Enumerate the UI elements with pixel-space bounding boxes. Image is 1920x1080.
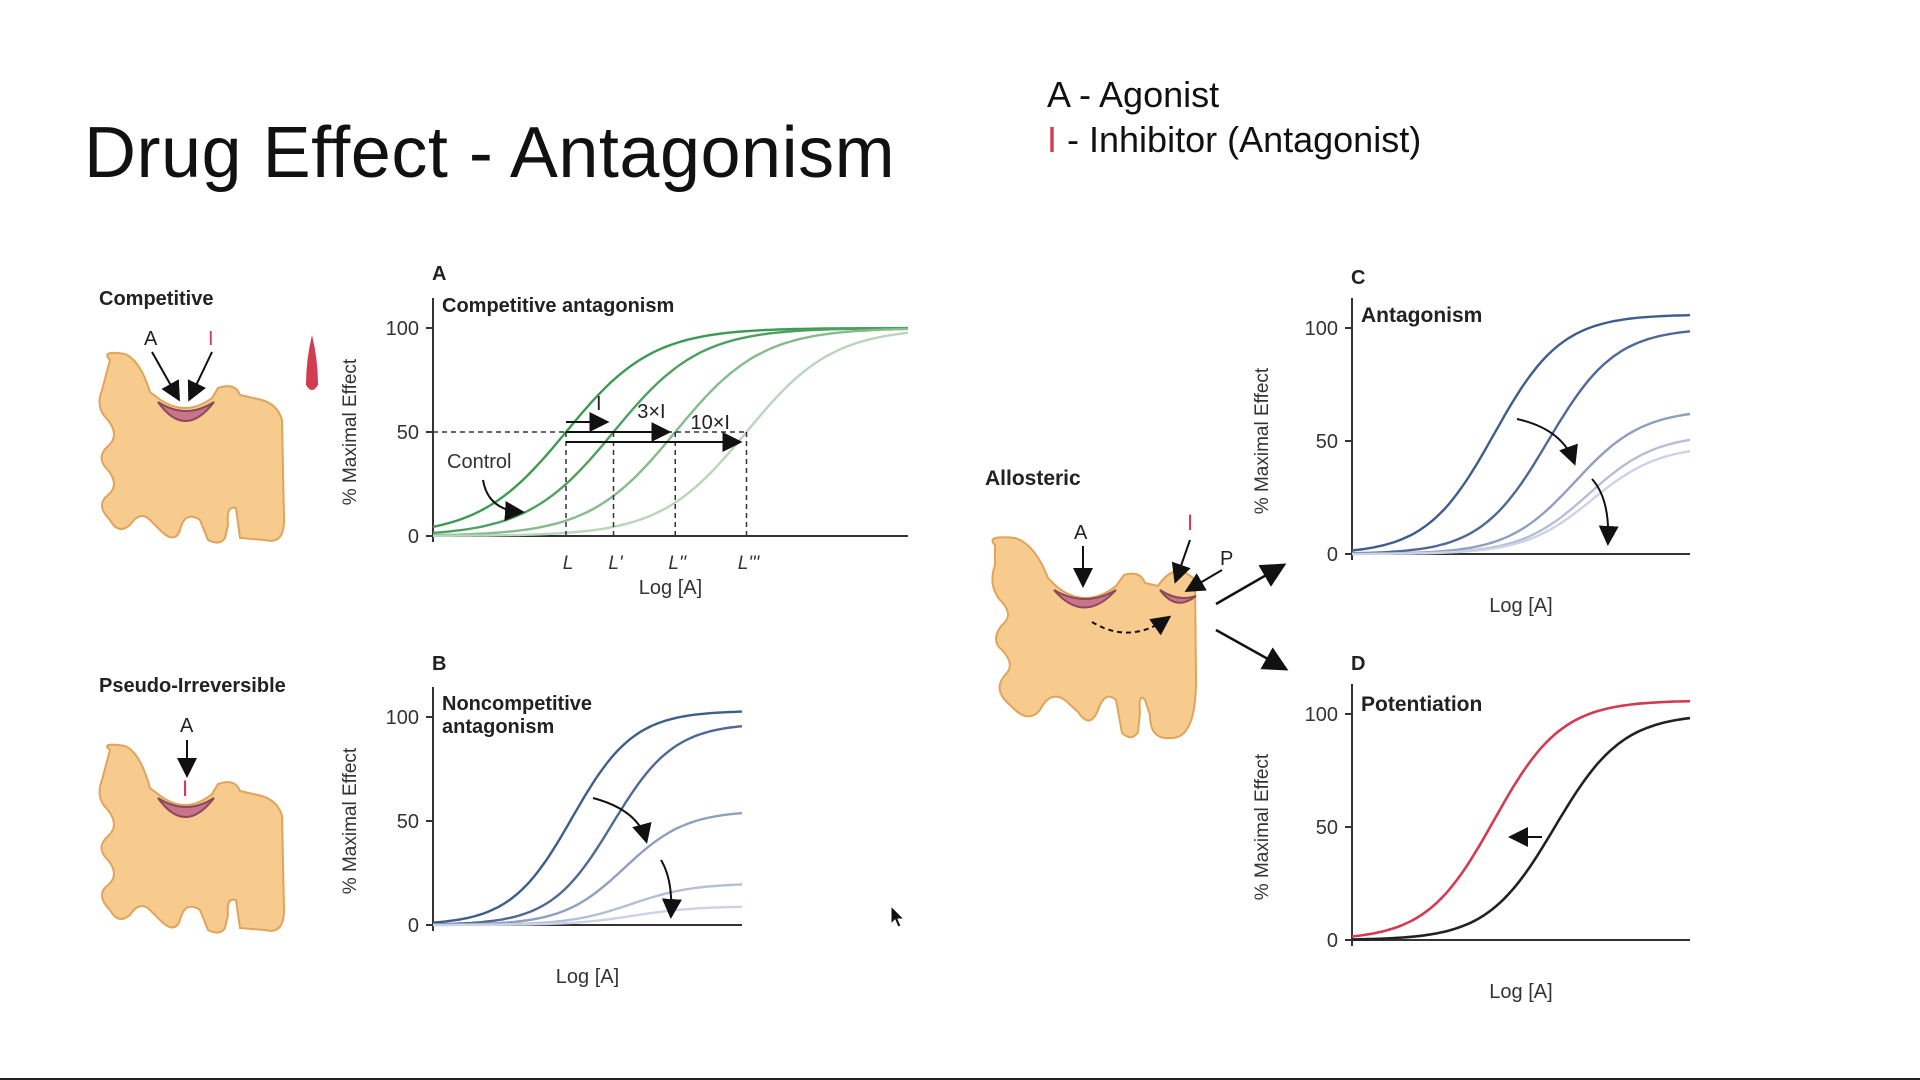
y-tick-label: 0 [408, 915, 419, 937]
dose-response-curve [433, 883, 743, 927]
x-tick-label: L' [608, 553, 624, 574]
y-axis-label: % Maximal Effect [340, 358, 361, 505]
mouse-cursor-icon [890, 905, 906, 928]
efficacy-drop-arrow-1 [592, 797, 652, 844]
allosteric-inhibitor-label: I [1187, 510, 1193, 535]
dose-response-curve [1351, 314, 1691, 552]
allosteric-receptor: Allosteric A I P [985, 467, 1289, 740]
chart-title: Antagonism [1361, 304, 1482, 327]
dose-response-curve [1351, 330, 1691, 555]
y-tick-label: 50 [1316, 431, 1338, 453]
chart-title-line-1: Noncompetitive [442, 693, 592, 715]
allosteric-potentiator-label: P [1220, 548, 1233, 570]
competitive-agonist-label: A [144, 328, 158, 350]
panel-letter: D [1351, 653, 1365, 675]
y-axis-label: % Maximal Effect [1252, 367, 1273, 514]
arrow-to-c [1215, 563, 1287, 606]
legend-agonist-text: - Agonist [1069, 74, 1220, 115]
pseudo-inhibitor-label: I [182, 776, 188, 801]
inhibitor-1x-label: I [596, 393, 602, 415]
coupling-arrow [1091, 615, 1172, 636]
legend-agonist-symbol: A [1047, 74, 1070, 115]
panel-letter: B [432, 653, 446, 675]
control-curve [1352, 716, 1691, 941]
x-tick-label: L''' [738, 553, 761, 574]
binding-site [157, 797, 215, 818]
efficacy-drop-arrow-1 [1516, 418, 1578, 466]
chart-d: 0 50 100 D Log [A] % Maximal Effect Potentiati… [1252, 653, 1691, 1003]
dose-response-curve [432, 327, 909, 535]
chart-a: 0 50 100 A Log [A] % Maximal Effect Competitiv… [340, 263, 909, 599]
bottom-divider [0, 1078, 1920, 1080]
efficacy-drop-arrow-2 [660, 859, 682, 919]
x-axis-label: Log [A] [556, 966, 619, 988]
receptor-body [991, 536, 1198, 740]
slide-title: Drug Effect - Antagonism [84, 113, 896, 193]
control-label: Control [447, 451, 511, 473]
efficacy-drop-arrow-2 [1591, 478, 1619, 546]
potentiator-arrow [1184, 569, 1223, 593]
potentiated-curve [1351, 699, 1691, 938]
pseudo-label: Pseudo-Irreversible [99, 675, 286, 697]
dose-response-curve [432, 331, 909, 538]
x-tick-label: L'' [668, 553, 687, 574]
y-tick-label: 0 [1327, 544, 1338, 566]
dose-response-curve [432, 326, 908, 529]
y-tick-label: 100 [386, 318, 419, 340]
y-tick-label: 50 [1316, 817, 1338, 839]
x-axis-label: Log [A] [1489, 981, 1552, 1003]
allosteric-label: Allosteric [985, 467, 1081, 490]
x-tick-label: L [563, 553, 574, 574]
legend-inhibitor: I - Inhibitor (Antagonist) [1047, 117, 1421, 162]
x-axis-label: Log [A] [639, 577, 702, 599]
inhibitor-arrow [1171, 539, 1191, 584]
inhibitor-arrow [187, 351, 213, 402]
chart-title: Competitive antagonism [442, 295, 674, 317]
allosteric-agonist-label: A [1074, 522, 1088, 544]
competitive-inhibitor-label: I [208, 328, 214, 350]
legend-inhibitor-symbol: I [1047, 119, 1058, 160]
arrow-to-d [1215, 628, 1289, 671]
y-tick-label: 100 [1305, 704, 1338, 726]
binding-site [157, 401, 215, 422]
competitive-receptor: Competitive A I [98, 288, 318, 544]
dose-response-curve [1352, 450, 1691, 556]
dose-response-curve [432, 725, 743, 926]
agonist-arrow [151, 351, 180, 402]
panel-letter: A [432, 263, 446, 285]
receptor-body [98, 743, 286, 934]
competitive-label: Competitive [99, 288, 213, 310]
legend: A - Agonist I - Inhibitor (Antagonist) [1047, 72, 1421, 162]
chart-b: 0 50 100 B Log [A] % Maximal Effect Noncompeti… [340, 653, 743, 988]
x-axis-label: Log [A] [1489, 595, 1552, 617]
red-mark [306, 335, 318, 390]
y-axis-label: % Maximal Effect [1252, 753, 1273, 900]
dose-response-curve [432, 710, 743, 924]
agonist-site [1053, 589, 1117, 609]
y-tick-label: 0 [1327, 930, 1338, 952]
y-tick-label: 50 [397, 811, 419, 833]
dose-response-curve [433, 905, 743, 927]
chart-title-line-2: antagonism [442, 716, 554, 738]
legend-inhibitor-text: - Inhibitor (Antagonist) [1057, 119, 1422, 160]
control-arrow [482, 479, 525, 522]
pseudo-agonist-label: A [180, 715, 194, 737]
panel-letter: C [1351, 267, 1365, 289]
receptor-body [98, 351, 286, 544]
y-tick-label: 0 [408, 526, 419, 548]
chart-c: 0 50 100 C Log [A] % Maximal Effect Antagonism [1252, 267, 1691, 617]
y-tick-label: 100 [1305, 318, 1338, 340]
legend-agonist: A - Agonist [1047, 72, 1421, 117]
inhibitor-3x-label: 3×I [637, 401, 665, 423]
chart-title: Potentiation [1361, 693, 1482, 716]
y-axis-label: % Maximal Effect [340, 747, 361, 894]
inhibitor-10x-label: 10×I [691, 412, 730, 434]
dose-response-curve [1352, 438, 1691, 556]
pseudo-receptor: Pseudo-Irreversible A I [98, 675, 286, 934]
y-tick-label: 50 [397, 422, 419, 444]
allosteric-site [1159, 589, 1197, 604]
y-tick-label: 100 [386, 707, 419, 729]
